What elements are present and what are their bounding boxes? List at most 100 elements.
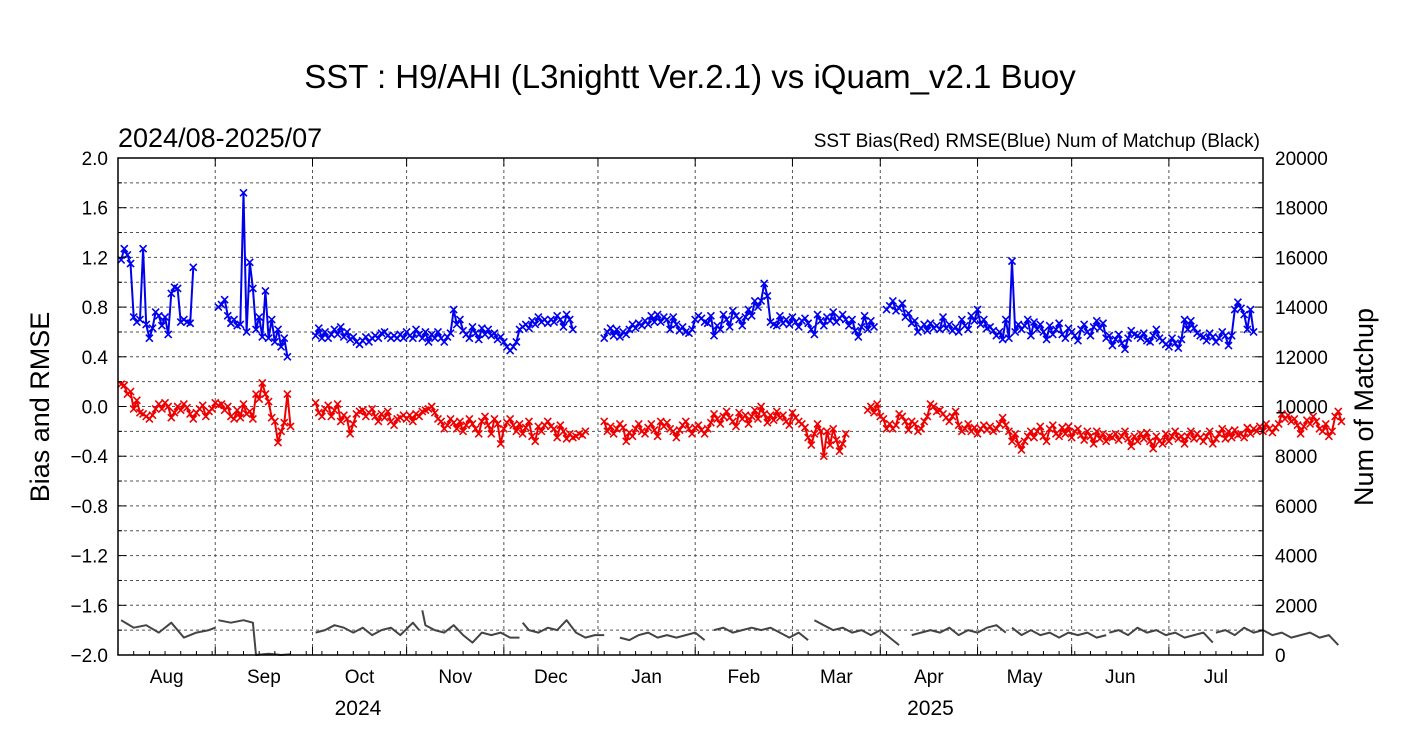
rmse-point (747, 311, 756, 320)
rmse-point (609, 331, 618, 340)
sst-bias-point (1039, 432, 1048, 441)
x-month-label: Dec (534, 667, 568, 688)
y-left-tick-label: −1.6 (70, 596, 108, 617)
rmse-point (788, 312, 797, 322)
sst-bias-point (1255, 422, 1264, 431)
sst-bias-point (1042, 437, 1051, 446)
sst-bias-point (1029, 433, 1039, 442)
sst-bias-point (807, 440, 816, 450)
sst-bias-point (838, 439, 847, 448)
rmse-point (1139, 329, 1148, 338)
rmse-point (688, 325, 697, 334)
sst-bias-point (236, 413, 245, 422)
rmse-point (424, 337, 433, 346)
rmse-point (509, 342, 518, 351)
rmse-point (1236, 304, 1246, 313)
rmse-point (1098, 319, 1108, 328)
sst-bias-point (964, 419, 973, 428)
rmse-point (471, 329, 480, 338)
rmse-point (826, 316, 835, 325)
rmse-point (499, 337, 508, 346)
sst-bias-point (455, 417, 464, 426)
sst-bias-point (248, 414, 257, 423)
sst-bias-point (731, 422, 741, 431)
rmse-point (399, 334, 408, 343)
rmse-point (418, 334, 427, 343)
rmse-point (245, 258, 254, 267)
sst-bias-point (973, 429, 982, 438)
sst-bias-point (600, 417, 609, 426)
rmse-point (757, 296, 766, 305)
sst-bias-point (1321, 419, 1330, 428)
rmse-point (277, 342, 286, 351)
rmse-point (333, 330, 342, 339)
sst-bias-point (1252, 427, 1261, 436)
sst-bias-point (1218, 424, 1227, 433)
sst-bias-point (437, 417, 446, 426)
sst-bias-point (788, 408, 797, 417)
sst-bias-point (986, 422, 995, 431)
sst-bias-point (427, 402, 436, 411)
sst-bias-point (1299, 422, 1308, 431)
rmse-point (923, 326, 932, 335)
sst-bias-point (750, 406, 759, 415)
sst-bias-point (258, 378, 267, 387)
sst-bias-point (612, 424, 621, 433)
sst-bias-point (675, 426, 684, 435)
rmse-point (167, 289, 176, 298)
sst-bias-point (826, 440, 835, 450)
rmse-point (644, 320, 653, 329)
sst-bias-point (763, 418, 772, 427)
rmse-point (1189, 324, 1199, 333)
rmse-point (524, 324, 534, 333)
x-year-label: 2024 (335, 697, 382, 720)
x-month-label: Jul (1204, 667, 1228, 688)
rmse-point (760, 279, 769, 288)
sst-bias-point (923, 412, 932, 421)
y-left-tick-label: 0.4 (82, 348, 109, 369)
sst-bias-point (471, 424, 480, 433)
rmse-point (1233, 298, 1242, 307)
sst-bias-point (1205, 427, 1214, 436)
sst-bias-point (468, 419, 477, 428)
sst-bias-point (154, 399, 163, 409)
rmse-point (374, 334, 383, 343)
sst-bias-point (898, 412, 907, 421)
rmse-point (1240, 310, 1249, 319)
sst-bias-point (873, 399, 882, 409)
rmse-point (242, 327, 251, 337)
sst-bias-point (1146, 437, 1155, 446)
sst-bias-point (1164, 437, 1173, 446)
rmse-point (1224, 341, 1233, 350)
rmse-point (446, 329, 455, 338)
sst-bias-point (283, 390, 292, 399)
rmse-point (264, 334, 273, 343)
rmse-point (1023, 315, 1032, 324)
rmse-point (449, 305, 458, 314)
y-axis-right-label: Num of Matchup (1349, 308, 1379, 506)
sst-bias-point (1080, 435, 1089, 445)
sst-bias-point (1001, 421, 1010, 430)
num-of-matchup-line (521, 619, 605, 639)
sst-bias-point (1186, 427, 1195, 436)
rmse-point (744, 305, 753, 314)
sst-bias-point (681, 417, 690, 426)
rmse-point (1033, 325, 1042, 334)
rmse-point (625, 325, 634, 334)
rmse-point (935, 325, 944, 334)
sst-bias-point (233, 406, 242, 415)
sst-bias-point (1086, 432, 1095, 441)
sst-bias-point (201, 412, 210, 421)
rmse-point (408, 334, 417, 343)
sst-bias-point (879, 414, 888, 423)
rmse-point (904, 309, 913, 318)
rmse-point (1227, 331, 1236, 340)
y-right-tick-label: 0 (1275, 646, 1286, 667)
rmse-point (1080, 320, 1089, 329)
rmse-point (1120, 345, 1130, 354)
sst-bias-point (1004, 427, 1013, 436)
rmse-point (722, 315, 731, 324)
rmse-point (622, 330, 631, 339)
rmse-point (606, 324, 615, 333)
sst-bias-point (167, 413, 176, 422)
